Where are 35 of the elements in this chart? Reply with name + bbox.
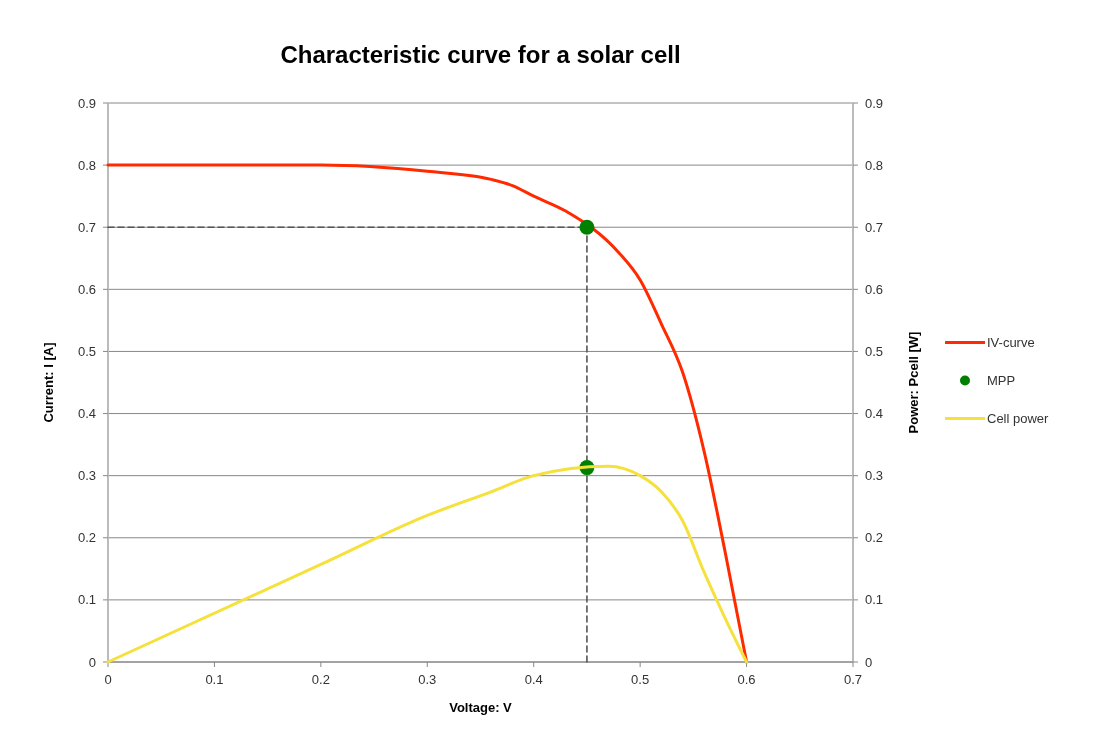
y-tick-label: 0.2 [77,530,96,546]
legend-label: IV-curve [987,335,1035,351]
x-tick-label: 0 [104,672,112,687]
x-tick-label: 0.5 [631,672,650,687]
y2-tick-label: 0.3 [865,468,884,484]
y-tick-label: 0.9 [77,95,96,111]
chart-title: Characteristic curve for a solar cell [280,41,681,68]
y2-tick-label: 0.1 [865,592,884,608]
x-tick-label: 0.2 [311,672,330,687]
y2-tick-label: 0.5 [865,343,884,359]
y2-tick-label: 0.2 [865,530,884,546]
x-axis-title: Voltage: V [449,700,513,715]
y-axis-title: Current: I [A] [41,342,56,423]
y-tick-label: 0.5 [77,343,96,359]
y-tick-label: 0.7 [77,219,96,235]
y2-tick-label: 0.4 [865,406,884,422]
y2-tick-label: 0.6 [865,281,884,297]
x-tick-label: 0.3 [418,672,437,687]
x-tick-label: 0.6 [737,672,756,687]
legend-label: MPP [987,373,1016,389]
legend-label: Cell power [987,411,1050,427]
y-tick-label: 0.4 [77,406,96,422]
x-tick-label: 0.4 [524,672,543,687]
y-tick-label: 0.3 [77,468,96,484]
y2-tick-label: 0 [865,654,873,670]
y2-axis-title: Power: Pcell [W] [906,331,921,434]
y2-tick-label: 0.7 [865,219,884,235]
x-tick-label: 0.7 [843,672,863,687]
y-tick-label: 0.1 [77,592,96,608]
y-tick-label: 0 [88,654,96,670]
y-tick-label: 0.8 [77,157,96,173]
y2-tick-label: 0.9 [865,95,884,111]
y-tick-label: 0.6 [77,281,96,297]
y2-tick-label: 0.8 [865,157,884,173]
x-tick-label: 0.1 [205,672,224,687]
